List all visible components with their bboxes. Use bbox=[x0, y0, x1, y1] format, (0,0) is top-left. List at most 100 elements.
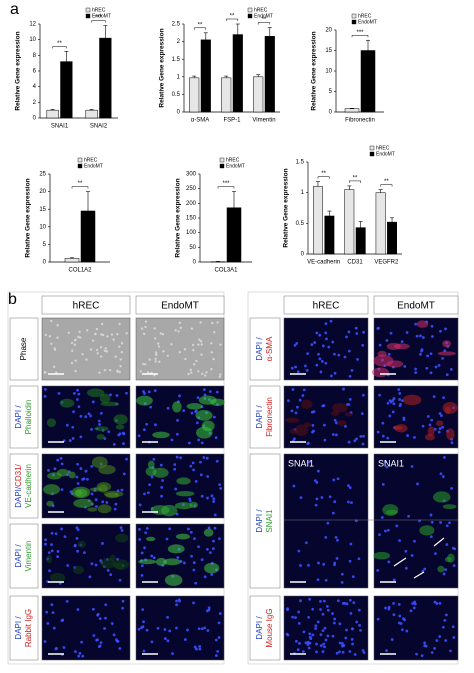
nucleus bbox=[112, 442, 116, 446]
nucleus bbox=[50, 319, 53, 323]
nucleus bbox=[140, 327, 144, 330]
nucleus bbox=[196, 396, 200, 400]
nucleus bbox=[410, 465, 414, 468]
row-label-box bbox=[249, 317, 281, 381]
nucleus bbox=[392, 613, 396, 617]
nucleus bbox=[43, 394, 47, 398]
stain bbox=[47, 472, 62, 480]
bar bbox=[85, 109, 98, 119]
nucleus bbox=[50, 342, 53, 345]
nucleus bbox=[194, 581, 198, 585]
nucleus bbox=[445, 543, 449, 546]
nucleus bbox=[195, 409, 198, 413]
nucleus bbox=[205, 456, 209, 460]
nucleus bbox=[316, 578, 320, 582]
nucleus bbox=[431, 335, 434, 338]
micrograph bbox=[135, 523, 225, 589]
nucleus bbox=[434, 552, 437, 556]
legend-label: EndoMT bbox=[226, 163, 245, 169]
nucleus bbox=[116, 332, 119, 336]
nucleus bbox=[44, 538, 47, 542]
legend-label: hREC bbox=[376, 145, 390, 151]
nucleus bbox=[440, 414, 443, 417]
nucleus bbox=[332, 478, 336, 482]
nucleus bbox=[210, 573, 214, 576]
nucleus bbox=[327, 345, 331, 349]
stain bbox=[436, 420, 444, 427]
nucleus bbox=[423, 641, 427, 645]
row-label-box bbox=[249, 453, 281, 589]
stain bbox=[152, 431, 170, 439]
nucleus bbox=[119, 526, 123, 530]
nucleus bbox=[298, 398, 302, 402]
nucleus bbox=[410, 554, 414, 557]
nucleus bbox=[188, 497, 192, 501]
nucleus bbox=[353, 653, 357, 656]
nucleus bbox=[105, 350, 109, 353]
nucleus bbox=[195, 359, 198, 363]
nucleus bbox=[310, 410, 314, 414]
nucleus bbox=[91, 339, 95, 342]
stain bbox=[373, 551, 391, 560]
significance-bracket bbox=[349, 180, 361, 183]
nucleus bbox=[80, 640, 84, 644]
nucleus bbox=[451, 625, 455, 629]
row-label-part: DAPI / bbox=[255, 337, 264, 361]
x-tick-label: COL3A1 bbox=[214, 268, 238, 274]
nucleus bbox=[340, 581, 344, 584]
nucleus bbox=[212, 415, 216, 419]
nucleus bbox=[190, 327, 194, 330]
stain bbox=[416, 320, 429, 328]
nucleus bbox=[334, 433, 338, 437]
nucleus bbox=[121, 599, 125, 603]
nucleus bbox=[333, 371, 337, 375]
row-label-box bbox=[249, 595, 281, 661]
stain bbox=[145, 536, 156, 542]
nucleus bbox=[75, 398, 79, 401]
nucleus bbox=[376, 568, 380, 572]
legend-label: hREC bbox=[358, 13, 372, 19]
nucleus bbox=[44, 370, 47, 374]
nucleus bbox=[147, 390, 151, 394]
nucleus bbox=[332, 621, 336, 625]
row-label: DAPI /Rabbit IgG bbox=[14, 609, 33, 647]
nucleus bbox=[200, 494, 204, 498]
nucleus bbox=[398, 614, 402, 618]
nucleus bbox=[437, 363, 441, 367]
nucleus bbox=[294, 411, 298, 415]
nucleus bbox=[71, 349, 74, 352]
nucleus bbox=[61, 618, 65, 622]
y-tick-label: 250 bbox=[186, 186, 197, 192]
nucleus bbox=[98, 617, 102, 621]
nucleus bbox=[200, 441, 204, 445]
nucleus bbox=[291, 388, 295, 391]
nucleus bbox=[81, 654, 85, 658]
row-label: DAPI /Mouse IgG bbox=[255, 608, 274, 647]
nucleus bbox=[110, 622, 114, 625]
nucleus bbox=[114, 355, 117, 358]
nucleus bbox=[86, 477, 89, 481]
nucleus bbox=[99, 346, 103, 349]
nucleus bbox=[208, 390, 212, 393]
nucleus bbox=[390, 638, 394, 641]
bar bbox=[221, 77, 232, 113]
nucleus bbox=[144, 531, 148, 535]
nucleus bbox=[189, 368, 193, 372]
x-tick-label: Fibronectin bbox=[345, 118, 375, 124]
nucleus bbox=[360, 412, 364, 416]
nucleus bbox=[108, 368, 112, 372]
nucleus bbox=[213, 330, 216, 334]
nucleus bbox=[316, 469, 320, 473]
nucleus bbox=[145, 628, 149, 632]
nucleus bbox=[72, 410, 75, 414]
nucleus bbox=[310, 343, 314, 347]
nucleus bbox=[145, 422, 149, 426]
nucleus bbox=[357, 608, 361, 612]
y-axis-label: Relative Gene expression bbox=[159, 28, 166, 107]
nucleus bbox=[318, 333, 322, 337]
nucleus bbox=[179, 326, 182, 330]
nucleus bbox=[361, 442, 365, 446]
nucleus bbox=[154, 357, 157, 360]
nucleus bbox=[392, 601, 395, 605]
nucleus bbox=[336, 599, 340, 603]
